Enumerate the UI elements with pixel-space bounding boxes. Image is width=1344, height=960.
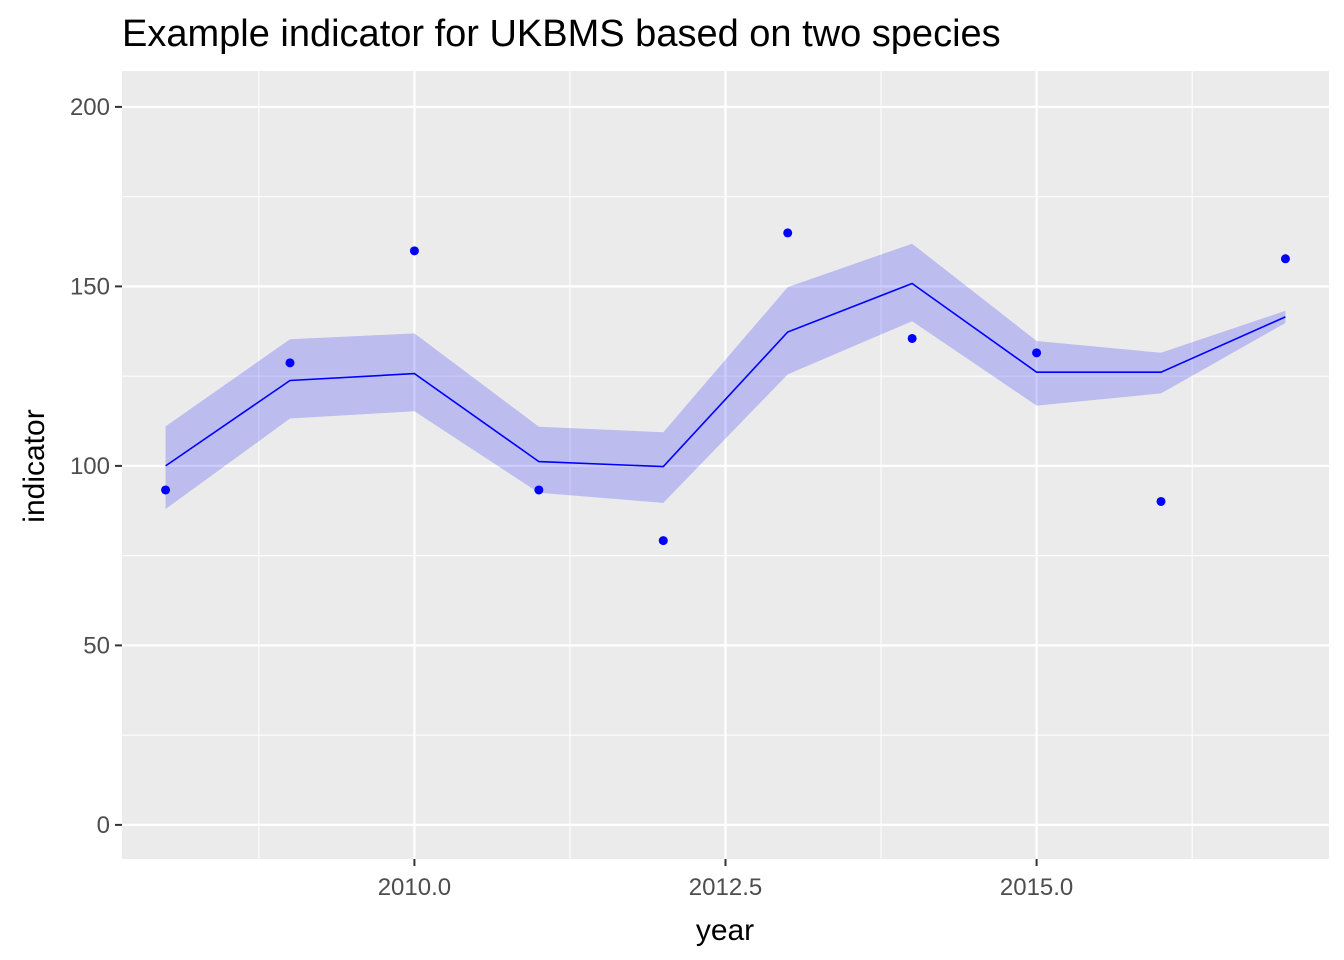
- y-axis-title: indicator: [18, 409, 51, 522]
- observed-points: [161, 228, 1290, 546]
- x-axis-ticks: 2010.0 2012.5 2015.0: [378, 859, 1073, 901]
- y-tick-label: 150: [70, 273, 110, 300]
- data-point: [1280, 254, 1290, 264]
- data-point: [285, 358, 295, 368]
- y-tick-label: 50: [83, 632, 110, 659]
- data-point: [534, 485, 544, 495]
- data-point: [1032, 348, 1042, 358]
- x-tick-label: 2010.0: [378, 874, 451, 901]
- major-grid-lines: [122, 71, 1329, 859]
- x-tick-label: 2012.5: [689, 874, 762, 901]
- indicator-line: [165, 282, 1286, 468]
- chart-title: Example indicator for UKBMS based on two…: [122, 13, 1001, 55]
- confidence-ribbon: [165, 243, 1286, 509]
- y-axis-ticks: 0 50 100 150 200: [70, 94, 122, 839]
- y-tick-label: 100: [70, 453, 110, 480]
- data-point: [658, 536, 668, 546]
- data-point: [1156, 496, 1166, 506]
- data-point: [783, 228, 793, 238]
- y-tick-label: 0: [97, 812, 110, 839]
- y-tick-label: 200: [70, 94, 110, 121]
- x-tick-label: 2015.0: [1000, 874, 1073, 901]
- x-axis-title: year: [696, 914, 754, 947]
- data-point: [161, 485, 171, 495]
- data-point: [907, 333, 917, 343]
- data-point: [409, 246, 419, 256]
